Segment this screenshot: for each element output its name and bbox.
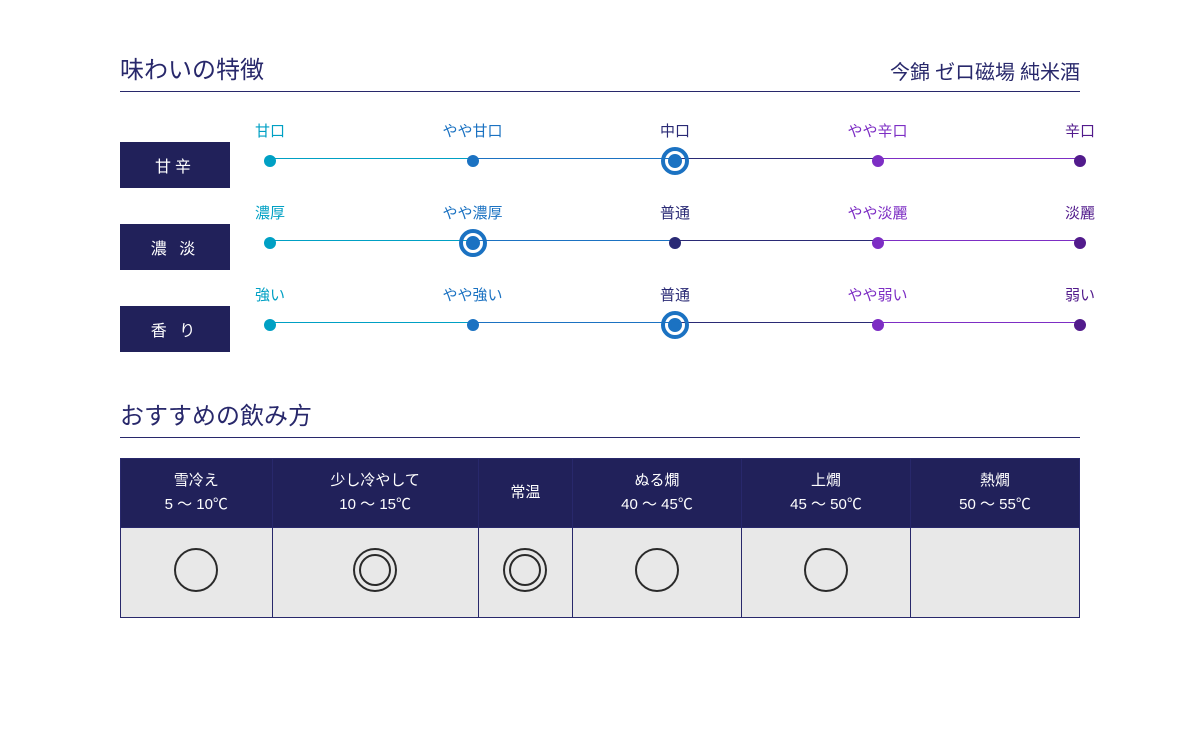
- scale-dot: [669, 237, 681, 249]
- scale-point: 辛口: [1030, 120, 1130, 173]
- scale-dot: [1074, 237, 1086, 249]
- scale-point-label: 弱い: [1030, 284, 1130, 305]
- scale-dot-wrap: [625, 149, 725, 173]
- scale-dot-wrap: [220, 149, 320, 173]
- scale-point-label: 普通: [625, 284, 725, 305]
- serving-col-header: 少し冷やして10 ～ 15℃: [272, 459, 478, 528]
- scale-point: 強い: [220, 284, 320, 337]
- scale-dot-wrap: [625, 231, 725, 255]
- scale-point-label: やや辛口: [828, 120, 928, 141]
- scale-dot: [264, 237, 276, 249]
- scale-point-label: やや甘口: [423, 120, 523, 141]
- scale-dot-wrap: [828, 231, 928, 255]
- scale-dot-wrap: [423, 231, 523, 255]
- serving-col-header: 常温: [478, 459, 572, 528]
- scale-track: 強いやや強い普通やや弱い弱い: [270, 284, 1080, 354]
- selected-ring-inner: [466, 236, 480, 250]
- scale-point: 弱い: [1030, 284, 1130, 337]
- scale-point-label: 甘口: [220, 120, 320, 141]
- serving-col-header: 上燗45 ～ 50℃: [742, 459, 911, 528]
- circle-icon: [804, 548, 848, 592]
- scale-point: やや強い: [423, 284, 523, 337]
- scale-point-label: やや弱い: [828, 284, 928, 305]
- section-title: 味わいの特徴: [120, 50, 264, 85]
- scale-name-box: 香 り: [120, 306, 230, 352]
- scale-dot-wrap: [1030, 231, 1130, 255]
- scale-point-label: 中口: [625, 120, 725, 141]
- scale-dot-wrap: [423, 313, 523, 337]
- scale-point: やや甘口: [423, 120, 523, 173]
- scale-dot: [872, 155, 884, 167]
- scale-dot-wrap: [1030, 313, 1130, 337]
- scale-row: 甘辛甘口やや甘口中口やや辛口辛口: [120, 120, 1080, 202]
- scale-point-label: やや強い: [423, 284, 523, 305]
- double-circle-icon: [353, 548, 397, 592]
- scale-point: やや弱い: [828, 284, 928, 337]
- scale-track: 濃厚やや濃厚普通やや淡麗淡麗: [270, 202, 1080, 272]
- serving-cell: [573, 528, 742, 618]
- serving-table: 雪冷え5 ～ 10℃少し冷やして10 ～ 15℃常温ぬる燗40 ～ 45℃上燗4…: [120, 458, 1080, 618]
- scale-row: 濃 淡濃厚やや濃厚普通やや淡麗淡麗: [120, 202, 1080, 284]
- scale-point-label: やや濃厚: [423, 202, 523, 223]
- serving-cell: [742, 528, 911, 618]
- scale-dot: [1074, 319, 1086, 331]
- scale-point-label: 強い: [220, 284, 320, 305]
- scale-dot: [467, 319, 479, 331]
- scale-point: 普通: [625, 284, 725, 337]
- serving-cell: [910, 528, 1079, 618]
- scale-dot: [872, 237, 884, 249]
- scale-dot-wrap: [220, 231, 320, 255]
- scale-point: 甘口: [220, 120, 320, 173]
- scale-point: やや辛口: [828, 120, 928, 173]
- circle-icon: [635, 548, 679, 592]
- scale-name-box: 濃 淡: [120, 224, 230, 270]
- scale-dot-wrap: [828, 313, 928, 337]
- scale-track: 甘口やや甘口中口やや辛口辛口: [270, 120, 1080, 190]
- scale-name-box: 甘辛: [120, 142, 230, 188]
- scale-dot-wrap: [220, 313, 320, 337]
- scale-dot: [1074, 155, 1086, 167]
- scale-dot: [467, 155, 479, 167]
- serving-title: おすすめの飲み方: [120, 396, 1080, 438]
- scale-dot: [264, 155, 276, 167]
- scale-point-label: やや淡麗: [828, 202, 928, 223]
- scale-point: 中口: [625, 120, 725, 173]
- scale-dot-wrap: [423, 149, 523, 173]
- scale-point-label: 濃厚: [220, 202, 320, 223]
- serving-col-header: 雪冷え5 ～ 10℃: [121, 459, 273, 528]
- scale-dot-wrap: [625, 313, 725, 337]
- scale-point-label: 普通: [625, 202, 725, 223]
- product-name: 今錦 ゼロ磁場 純米酒: [890, 56, 1080, 85]
- header-row: 味わいの特徴 今錦 ゼロ磁場 純米酒: [120, 50, 1080, 92]
- circle-icon: [174, 548, 218, 592]
- serving-col-header: ぬる燗40 ～ 45℃: [573, 459, 742, 528]
- serving-cell: [121, 528, 273, 618]
- scale-point: 淡麗: [1030, 202, 1130, 255]
- scale-point-label: 辛口: [1030, 120, 1130, 141]
- scale-row: 香 り強いやや強い普通やや弱い弱い: [120, 284, 1080, 366]
- scale-dot-wrap: [828, 149, 928, 173]
- scale-dot: [264, 319, 276, 331]
- scale-point: やや淡麗: [828, 202, 928, 255]
- serving-col-header: 熱燗50 ～ 55℃: [910, 459, 1079, 528]
- serving-cell: [272, 528, 478, 618]
- serving-cell: [478, 528, 572, 618]
- scale-dot-wrap: [1030, 149, 1130, 173]
- selected-ring-inner: [668, 318, 682, 332]
- scale-point: やや濃厚: [423, 202, 523, 255]
- scale-point: 濃厚: [220, 202, 320, 255]
- scale-dot: [872, 319, 884, 331]
- scale-point: 普通: [625, 202, 725, 255]
- taste-scales: 甘辛甘口やや甘口中口やや辛口辛口濃 淡濃厚やや濃厚普通やや淡麗淡麗香 り強いやや…: [120, 120, 1080, 366]
- selected-ring-inner: [668, 154, 682, 168]
- double-circle-icon: [503, 548, 547, 592]
- scale-point-label: 淡麗: [1030, 202, 1130, 223]
